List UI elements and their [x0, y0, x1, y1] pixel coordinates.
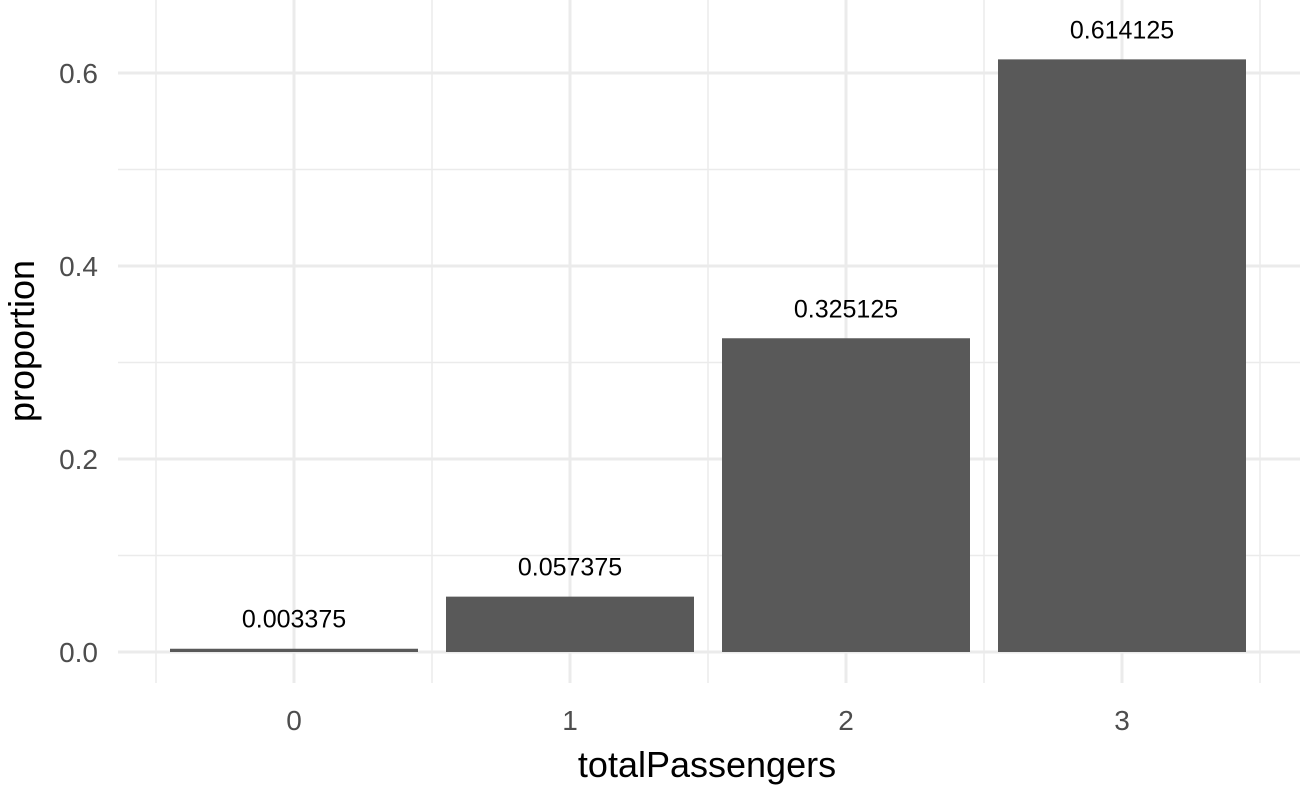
- bar-2: [722, 338, 970, 652]
- bar-value-label: 0.057375: [518, 554, 622, 582]
- x-tick-label: 3: [1114, 705, 1130, 736]
- axis-tick-labels: 0.0 0.2 0.4 0.6 0 1 2 3: [59, 58, 1130, 736]
- x-axis-title: totalPassengers: [578, 744, 836, 785]
- bars: [170, 59, 1246, 652]
- bar-0: [170, 648, 418, 652]
- x-tick-label: 2: [838, 705, 854, 736]
- y-tick-label: 0.2: [59, 444, 98, 475]
- bar-1: [446, 596, 694, 652]
- bar-value-label: 0.614125: [1070, 16, 1174, 44]
- bar-value-label: 0.003375: [242, 606, 346, 634]
- x-tick-label: 0: [286, 705, 302, 736]
- bar-value-labels: 0.003375 0.057375 0.325125 0.614125: [242, 16, 1174, 633]
- bar-3: [998, 59, 1246, 652]
- x-tick-label: 1: [562, 705, 578, 736]
- bar-value-label: 0.325125: [794, 295, 898, 323]
- y-tick-label: 0.0: [59, 637, 98, 668]
- y-tick-label: 0.6: [59, 58, 98, 89]
- y-tick-label: 0.4: [59, 251, 98, 282]
- y-axis-title: proportion: [1, 260, 42, 422]
